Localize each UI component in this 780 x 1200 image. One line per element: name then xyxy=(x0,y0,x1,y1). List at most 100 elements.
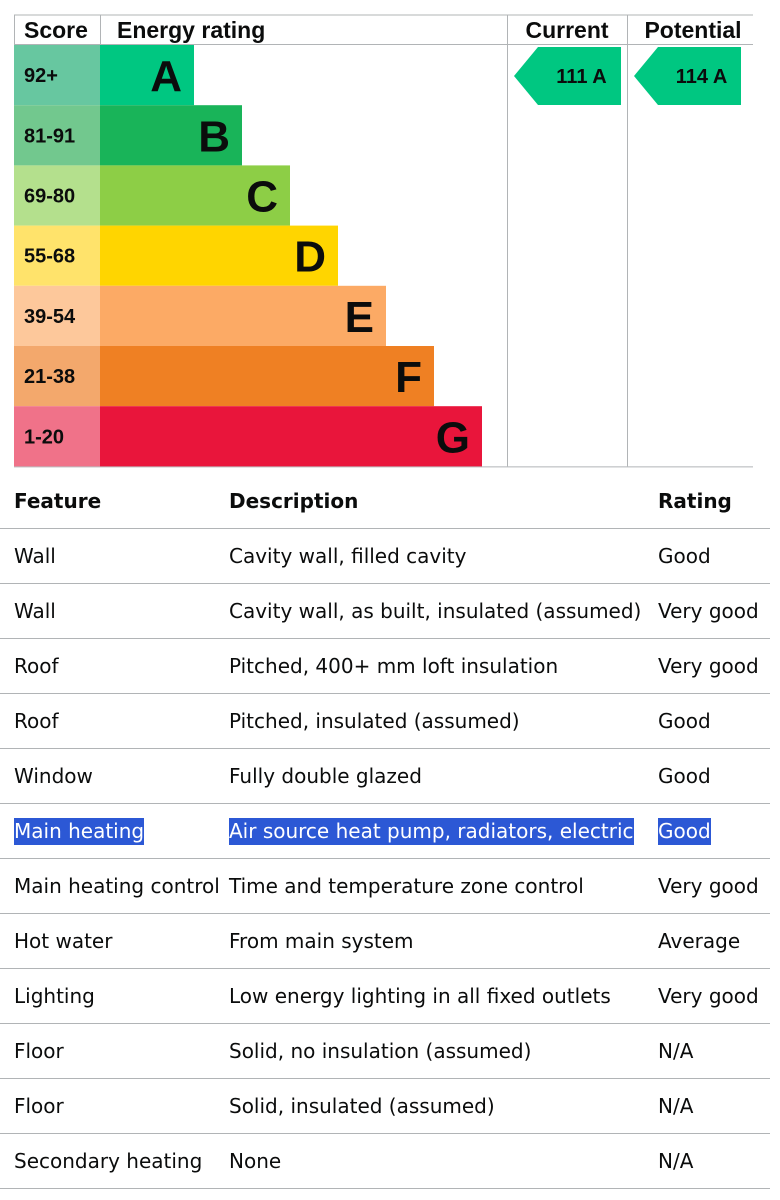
description-cell: Fully double glazed xyxy=(229,748,658,804)
band-letter-c: C xyxy=(246,173,278,222)
rating-cell: Average xyxy=(658,913,770,969)
feature-cell-text: Hot water xyxy=(14,929,113,953)
feature-cell-text: Floor xyxy=(14,1094,64,1118)
features-table: Feature Description Rating Wall Cavity wa… xyxy=(0,474,770,1189)
rating-cell-text: Very good xyxy=(658,874,759,898)
feature-cell: Secondary heating xyxy=(0,1133,229,1189)
energy-rating-column-header: Energy rating xyxy=(117,17,265,43)
rating-cell: Very good xyxy=(658,968,770,1024)
table-row: Roof Pitched, insulated (assumed) Good xyxy=(0,693,770,749)
potential-rating-label: 114 A xyxy=(676,66,728,88)
rating-cell: N/A xyxy=(658,1133,770,1189)
table-header-row: Feature Description Rating xyxy=(0,474,770,529)
rating-cell-text: Very good xyxy=(658,599,759,623)
description-cell-text: Fully double glazed xyxy=(229,764,422,788)
description-cell: Pitched, 400+ mm loft insulation xyxy=(229,638,658,694)
description-cell: Solid, no insulation (assumed) xyxy=(229,1023,658,1079)
feature-cell-text: Floor xyxy=(14,1039,64,1063)
rating-cell-text: Very good xyxy=(658,654,759,678)
potential-rating-arrow xyxy=(634,47,741,105)
rating-cell-text: Good xyxy=(658,764,711,788)
rating-cell: Very good xyxy=(658,858,770,914)
band-letter-d: D xyxy=(294,233,326,282)
table-row: Wall Cavity wall, as built, insulated (as… xyxy=(0,583,770,639)
rating-cell-text: N/A xyxy=(658,1039,694,1063)
feature-cell: Hot water xyxy=(0,913,229,969)
rating-cell: Good xyxy=(658,693,770,749)
band-bar-b xyxy=(100,105,242,166)
table-row: Floor Solid, no insulation (assumed) N/A xyxy=(0,1023,770,1079)
feature-cell: Floor xyxy=(0,1078,229,1134)
band-bar-c xyxy=(100,165,290,226)
feature-cell-text: Roof xyxy=(14,654,59,678)
description-cell-text: Time and temperature zone control xyxy=(229,874,584,898)
score-cell-a xyxy=(14,45,100,106)
feature-cell: Wall xyxy=(0,528,229,584)
current-rating-arrow xyxy=(514,47,621,105)
description-cell: Time and temperature zone control xyxy=(229,858,658,914)
rating-cell: Good xyxy=(658,803,770,859)
band-letter-f: F xyxy=(395,353,422,402)
description-cell-text: Pitched, insulated (assumed) xyxy=(229,709,520,733)
description-column-header: Description xyxy=(229,474,658,529)
table-row: Window Fully double glazed Good xyxy=(0,748,770,804)
band-letter-b: B xyxy=(198,112,230,161)
feature-cell-text: Main heating control xyxy=(14,874,220,898)
score-cell-e xyxy=(14,285,100,346)
feature-cell-text: Wall xyxy=(14,544,56,568)
description-cell: Cavity wall, as built, insulated (assume… xyxy=(229,583,658,639)
energy-rating-chart: Score Energy rating Current Potential 92… xyxy=(14,14,753,468)
score-cell-b xyxy=(14,105,100,166)
score-range-f: 21-38 xyxy=(24,366,75,388)
description-cell: Pitched, insulated (assumed) xyxy=(229,693,658,749)
feature-cell: Main heating xyxy=(0,803,229,859)
feature-cell-text: Window xyxy=(14,764,93,788)
table-row: Floor Solid, insulated (assumed) N/A xyxy=(0,1078,770,1134)
score-range-e: 39-54 xyxy=(24,306,76,328)
feature-cell-text: Wall xyxy=(14,599,56,623)
rating-cell-text: N/A xyxy=(658,1094,694,1118)
table-row: Main heating Air source heat pump, radiat… xyxy=(0,803,770,859)
score-range-b: 81-91 xyxy=(24,125,75,147)
description-cell-text: From main system xyxy=(229,929,414,953)
description-cell-text: Cavity wall, filled cavity xyxy=(229,544,467,568)
feature-cell: Floor xyxy=(0,1023,229,1079)
rating-cell: Good xyxy=(658,748,770,804)
table-row: Main heating control Time and temperature… xyxy=(0,858,770,914)
description-cell: From main system xyxy=(229,913,658,969)
description-cell: Low energy lighting in all fixed outlets xyxy=(229,968,658,1024)
potential-column-header: Potential xyxy=(644,17,741,43)
feature-cell: Wall xyxy=(0,583,229,639)
feature-cell-text: Roof xyxy=(14,709,59,733)
band-letter-e: E xyxy=(345,293,374,342)
description-cell: Air source heat pump, radiators, electri… xyxy=(229,803,658,859)
rating-cell-text: Very good xyxy=(658,984,759,1008)
table-row: Lighting Low energy lighting in all fixed… xyxy=(0,968,770,1024)
current-column-header: Current xyxy=(525,17,608,43)
feature-cell: Roof xyxy=(0,638,229,694)
score-range-g: 1-20 xyxy=(24,426,64,448)
description-cell-text: Solid, no insulation (assumed) xyxy=(229,1039,532,1063)
feature-cell: Lighting xyxy=(0,968,229,1024)
current-rating-label: 111 A xyxy=(556,66,606,88)
description-cell-text: Solid, insulated (assumed) xyxy=(229,1094,495,1118)
rating-cell-text: Good xyxy=(658,818,711,845)
score-cell-g xyxy=(14,406,100,467)
score-range-c: 69-80 xyxy=(24,186,75,208)
chart-grid xyxy=(14,14,753,468)
feature-cell: Main heating control xyxy=(0,858,229,914)
feature-cell-text: Lighting xyxy=(14,984,95,1008)
band-bar-f xyxy=(100,346,434,407)
score-cell-c xyxy=(14,165,100,226)
description-cell-text: Pitched, 400+ mm loft insulation xyxy=(229,654,559,678)
score-range-d: 55-68 xyxy=(24,246,75,268)
rating-cell: Very good xyxy=(658,583,770,639)
band-letter-g: G xyxy=(436,413,470,462)
rating-cell-text: N/A xyxy=(658,1149,694,1173)
table-row: Roof Pitched, 400+ mm loft insulation Very… xyxy=(0,638,770,694)
score-column-header: Score xyxy=(24,17,88,43)
rating-cell: N/A xyxy=(658,1023,770,1079)
description-cell-text: Cavity wall, as built, insulated (assume… xyxy=(229,599,642,623)
score-range-a: 92+ xyxy=(24,65,58,87)
band-bar-a xyxy=(100,45,194,106)
